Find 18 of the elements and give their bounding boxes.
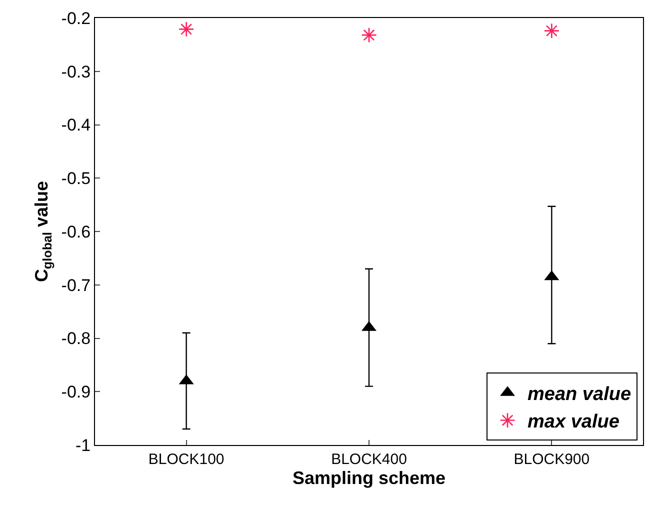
y-tick-label: -0.8 <box>61 329 91 348</box>
y-tick-label: -0.2 <box>61 8 91 28</box>
point <box>361 27 377 43</box>
legend-label: max value <box>528 412 620 433</box>
y-tick-label: -0.4 <box>61 116 91 135</box>
y-tick-label: -1 <box>75 436 91 455</box>
x-tick-label: BLOCK400 <box>331 451 407 468</box>
y-tick-label: -0.6 <box>61 222 91 242</box>
y-tick-label: -0.3 <box>61 62 91 82</box>
x-tick-label: BLOCK100 <box>148 451 224 468</box>
x-axis-title: Sampling scheme <box>292 468 446 488</box>
y-tick-label: -0.5 <box>61 169 91 188</box>
y-tick-label: -0.7 <box>61 276 91 295</box>
legend-label: mean value <box>528 384 632 405</box>
x-tick-label: BLOCK900 <box>514 451 590 468</box>
point <box>544 22 560 39</box>
point <box>178 21 194 38</box>
y-tick-label: -0.9 <box>61 382 91 402</box>
